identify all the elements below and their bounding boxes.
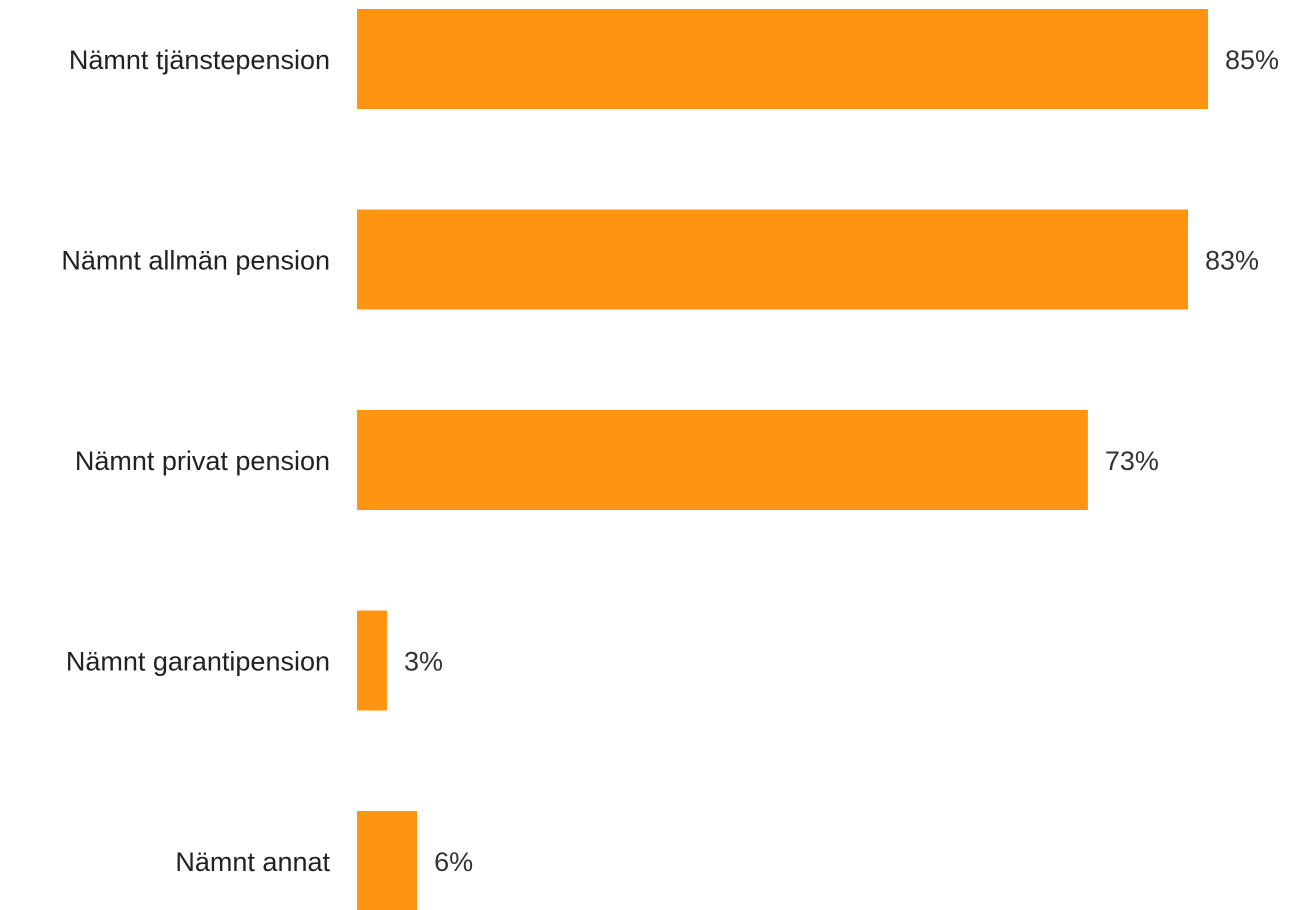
- bar: [357, 410, 1088, 510]
- data-label: 3%: [404, 647, 443, 677]
- category-label: Nämnt annat: [175, 847, 330, 877]
- category-label: Nämnt tjänstepension: [69, 45, 330, 75]
- bar-row: Nämnt tjänstepension 85%: [69, 9, 1279, 109]
- bar: [357, 610, 388, 711]
- data-label: 85%: [1225, 45, 1279, 75]
- bar-row: Nämnt garantipension 3%: [66, 610, 443, 711]
- bar: [357, 209, 1188, 310]
- category-label: Nämnt allmän pension: [61, 246, 330, 276]
- data-label: 73%: [1105, 446, 1159, 476]
- bar-row: Nämnt privat pension 73%: [75, 410, 1159, 510]
- bar: [357, 811, 418, 910]
- bar-row: Nämnt annat 6%: [175, 811, 473, 910]
- data-label: 6%: [434, 847, 473, 877]
- category-label: Nämnt privat pension: [75, 446, 330, 476]
- bar: [357, 9, 1208, 109]
- bar-row: Nämnt allmän pension 83%: [61, 209, 1259, 310]
- category-label: Nämnt garantipension: [66, 647, 330, 677]
- data-label: 83%: [1205, 246, 1259, 276]
